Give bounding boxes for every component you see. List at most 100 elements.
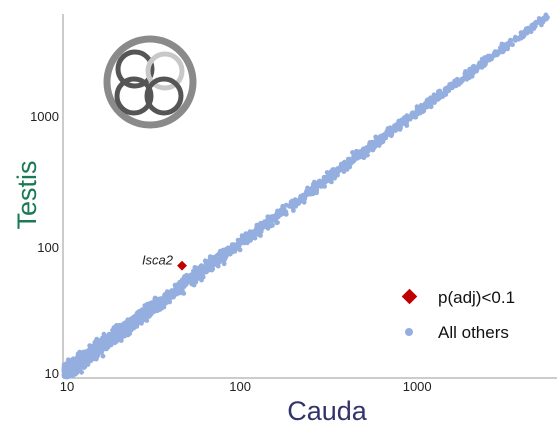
data-point (314, 181, 320, 186)
data-point (414, 108, 420, 114)
data-point (204, 262, 210, 267)
data-point (397, 126, 403, 132)
data-point (237, 247, 243, 253)
data-point (291, 208, 296, 213)
data-point (375, 137, 380, 143)
data-point (310, 182, 316, 187)
data-point (125, 332, 131, 338)
data-point (221, 255, 227, 261)
y-tick-label: 10 (45, 366, 59, 381)
x-tick-label: 10 (60, 379, 74, 394)
data-point (429, 100, 435, 106)
data-point (543, 12, 549, 18)
data-point (479, 60, 485, 66)
data-point (74, 364, 80, 370)
data-point (281, 206, 287, 212)
data-point (140, 311, 146, 317)
data-point (144, 318, 150, 323)
y-tick-label: 100 (37, 240, 59, 255)
data-point (76, 351, 81, 357)
data-point (367, 140, 373, 145)
data-point (321, 174, 327, 180)
data-point (389, 131, 395, 137)
data-point (467, 66, 472, 72)
data-point (79, 356, 85, 361)
data-point (191, 268, 196, 274)
data-point (499, 41, 505, 47)
tissue-sections-icon (103, 35, 197, 129)
data-point (512, 36, 518, 42)
data-point (329, 179, 334, 185)
data-point (248, 232, 254, 238)
data-point (385, 132, 390, 138)
data-point (118, 338, 124, 343)
data-point (310, 191, 316, 197)
data-point (94, 348, 100, 354)
data-point (356, 154, 362, 160)
y-tick-labels: 10 100 1000 (30, 109, 59, 381)
data-point (428, 104, 434, 109)
data-point (143, 306, 149, 311)
data-point (350, 150, 355, 155)
data-point (168, 289, 174, 295)
data-point (407, 116, 413, 122)
data-point (435, 97, 441, 102)
data-point (116, 328, 121, 334)
data-point (210, 255, 216, 261)
data-point (70, 362, 76, 367)
legend-label-significant: p(adj)<0.1 (438, 288, 515, 307)
data-point (363, 149, 369, 155)
data-point (226, 248, 232, 254)
data-point (181, 283, 186, 288)
data-point (83, 357, 89, 362)
data-point (340, 167, 346, 173)
data-point (91, 356, 97, 362)
data-point (503, 45, 509, 51)
data-point (167, 296, 173, 301)
data-point (69, 368, 75, 374)
data-point (413, 114, 419, 120)
data-point (479, 65, 485, 70)
data-point (301, 199, 307, 205)
data-point (344, 167, 350, 172)
data-point (495, 49, 501, 55)
data-point (468, 72, 473, 78)
legend-marker-significant (401, 288, 418, 305)
data-point (89, 343, 95, 349)
data-point (240, 236, 246, 242)
data-point (275, 211, 281, 217)
x-tick-label: 100 (229, 379, 251, 394)
data-point (378, 133, 384, 139)
data-point (181, 291, 187, 296)
data-point (237, 239, 242, 245)
data-point (530, 25, 536, 31)
data-point (462, 71, 468, 77)
data-point (127, 325, 132, 331)
data-point (305, 191, 310, 197)
data-point (121, 323, 127, 329)
x-axis-label: Cauda (287, 396, 368, 426)
data-point (94, 336, 100, 342)
data-point (265, 223, 271, 229)
data-point (198, 265, 203, 271)
data-point (499, 49, 505, 54)
significant-point (177, 260, 187, 271)
data-point (290, 201, 295, 207)
data-point (473, 65, 479, 71)
data-point (314, 185, 320, 190)
data-point (298, 198, 303, 204)
data-point (443, 86, 449, 91)
data-point (220, 248, 225, 253)
x-tick-label: 1000 (403, 379, 432, 394)
data-point (404, 123, 410, 128)
data-point (113, 339, 119, 344)
data-point (449, 84, 455, 90)
data-point (543, 16, 549, 22)
data-point (74, 370, 80, 375)
data-points (61, 12, 550, 380)
legend: p(adj)<0.1 All others (401, 288, 515, 342)
data-point (394, 122, 400, 127)
data-point (162, 297, 167, 302)
data-point (105, 344, 111, 350)
